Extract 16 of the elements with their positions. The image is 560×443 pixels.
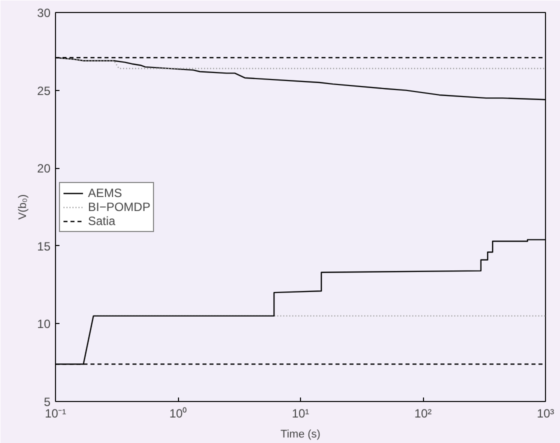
x-tick-label: 10³	[536, 406, 554, 420]
y-tick-label: 5	[44, 395, 51, 409]
x-axis-title: Time (s)	[280, 428, 320, 440]
legend-label: BI−POMDP	[88, 200, 150, 214]
y-tick-label: 20	[37, 162, 51, 176]
x-tick-label: 10⁻¹	[44, 406, 66, 420]
x-tick-label: 10⁰	[169, 406, 187, 420]
legend-label: AEMS	[88, 186, 122, 200]
y-tick-label: 15	[37, 239, 51, 254]
y-tick-label: 10	[37, 317, 51, 332]
legend-label: Satia	[88, 214, 116, 228]
x-tick-label: 10¹	[292, 406, 310, 420]
y-tick-label: 30	[37, 6, 51, 20]
y-tick-label: 25	[37, 84, 51, 98]
x-tick-label: 10²	[414, 406, 432, 420]
y-axis-title: V(b₀)	[17, 194, 30, 220]
